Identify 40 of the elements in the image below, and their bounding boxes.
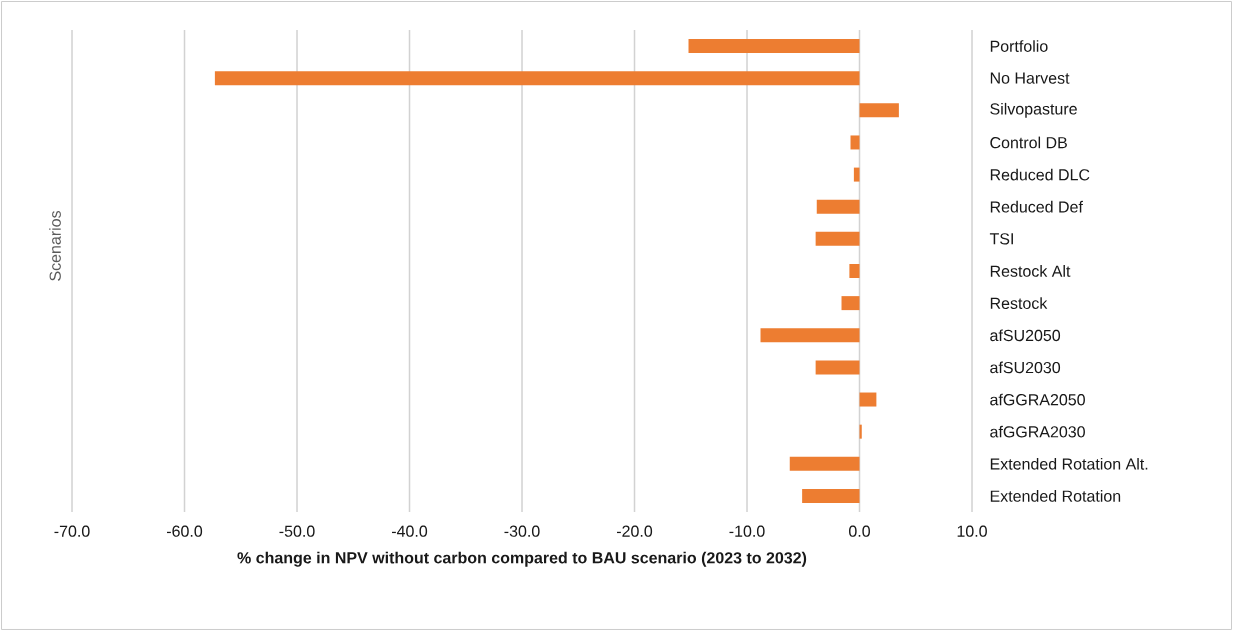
bar <box>688 39 860 54</box>
bar <box>815 360 860 375</box>
y-tick-label: Silvopasture <box>990 102 1077 118</box>
bar <box>816 199 860 214</box>
y-tick-label: Extended Rotation Alt. <box>990 457 1148 470</box>
x-tick-label: -20.0 <box>616 525 653 537</box>
y-tick-label: afSU2050 <box>990 329 1061 342</box>
x-tick-label: 0.0 <box>849 525 870 537</box>
y-tick-label: No Harvest <box>990 72 1070 84</box>
bar <box>850 135 860 150</box>
y-tick-label: Portfolio <box>990 40 1048 52</box>
y-tick-label: afGGRA2030 <box>990 425 1085 438</box>
bar <box>859 392 877 407</box>
bar <box>853 167 860 182</box>
y-tick-label: Restock Alt <box>990 265 1071 277</box>
bar <box>802 488 860 503</box>
bar <box>841 296 860 311</box>
y-tick-label: TSI <box>989 233 1013 245</box>
y-axis-title: Scenarios <box>49 211 61 281</box>
y-tick-label: Control DB <box>990 136 1067 149</box>
bar <box>214 71 860 86</box>
x-tick-label: -50.0 <box>279 525 315 537</box>
x-tick-label: -40.0 <box>391 525 428 537</box>
bar <box>859 103 899 118</box>
y-tick-label: Restock <box>990 297 1048 309</box>
bar <box>789 456 860 471</box>
bar <box>815 231 860 246</box>
x-tick-label: -10.0 <box>729 525 765 537</box>
y-tick-label: Extended Rotation <box>990 490 1121 502</box>
bar <box>760 328 860 343</box>
y-tick-label: Reduced Def <box>990 200 1083 213</box>
bar <box>849 263 860 278</box>
x-axis-title: % change in NPV without carbon compared to BAU scenario (2023 to 2032) <box>237 551 807 567</box>
x-tick-label: 10.0 <box>957 525 987 537</box>
x-tick-label: -30.0 <box>504 525 540 537</box>
y-tick-label: afSU2030 <box>990 361 1061 374</box>
x-tick-label: -70.0 <box>54 525 90 537</box>
x-tick-label: -60.0 <box>166 525 203 537</box>
y-tick-label: afGGRA2050 <box>990 393 1085 406</box>
y-tick-label: Reduced DLC <box>990 168 1090 181</box>
